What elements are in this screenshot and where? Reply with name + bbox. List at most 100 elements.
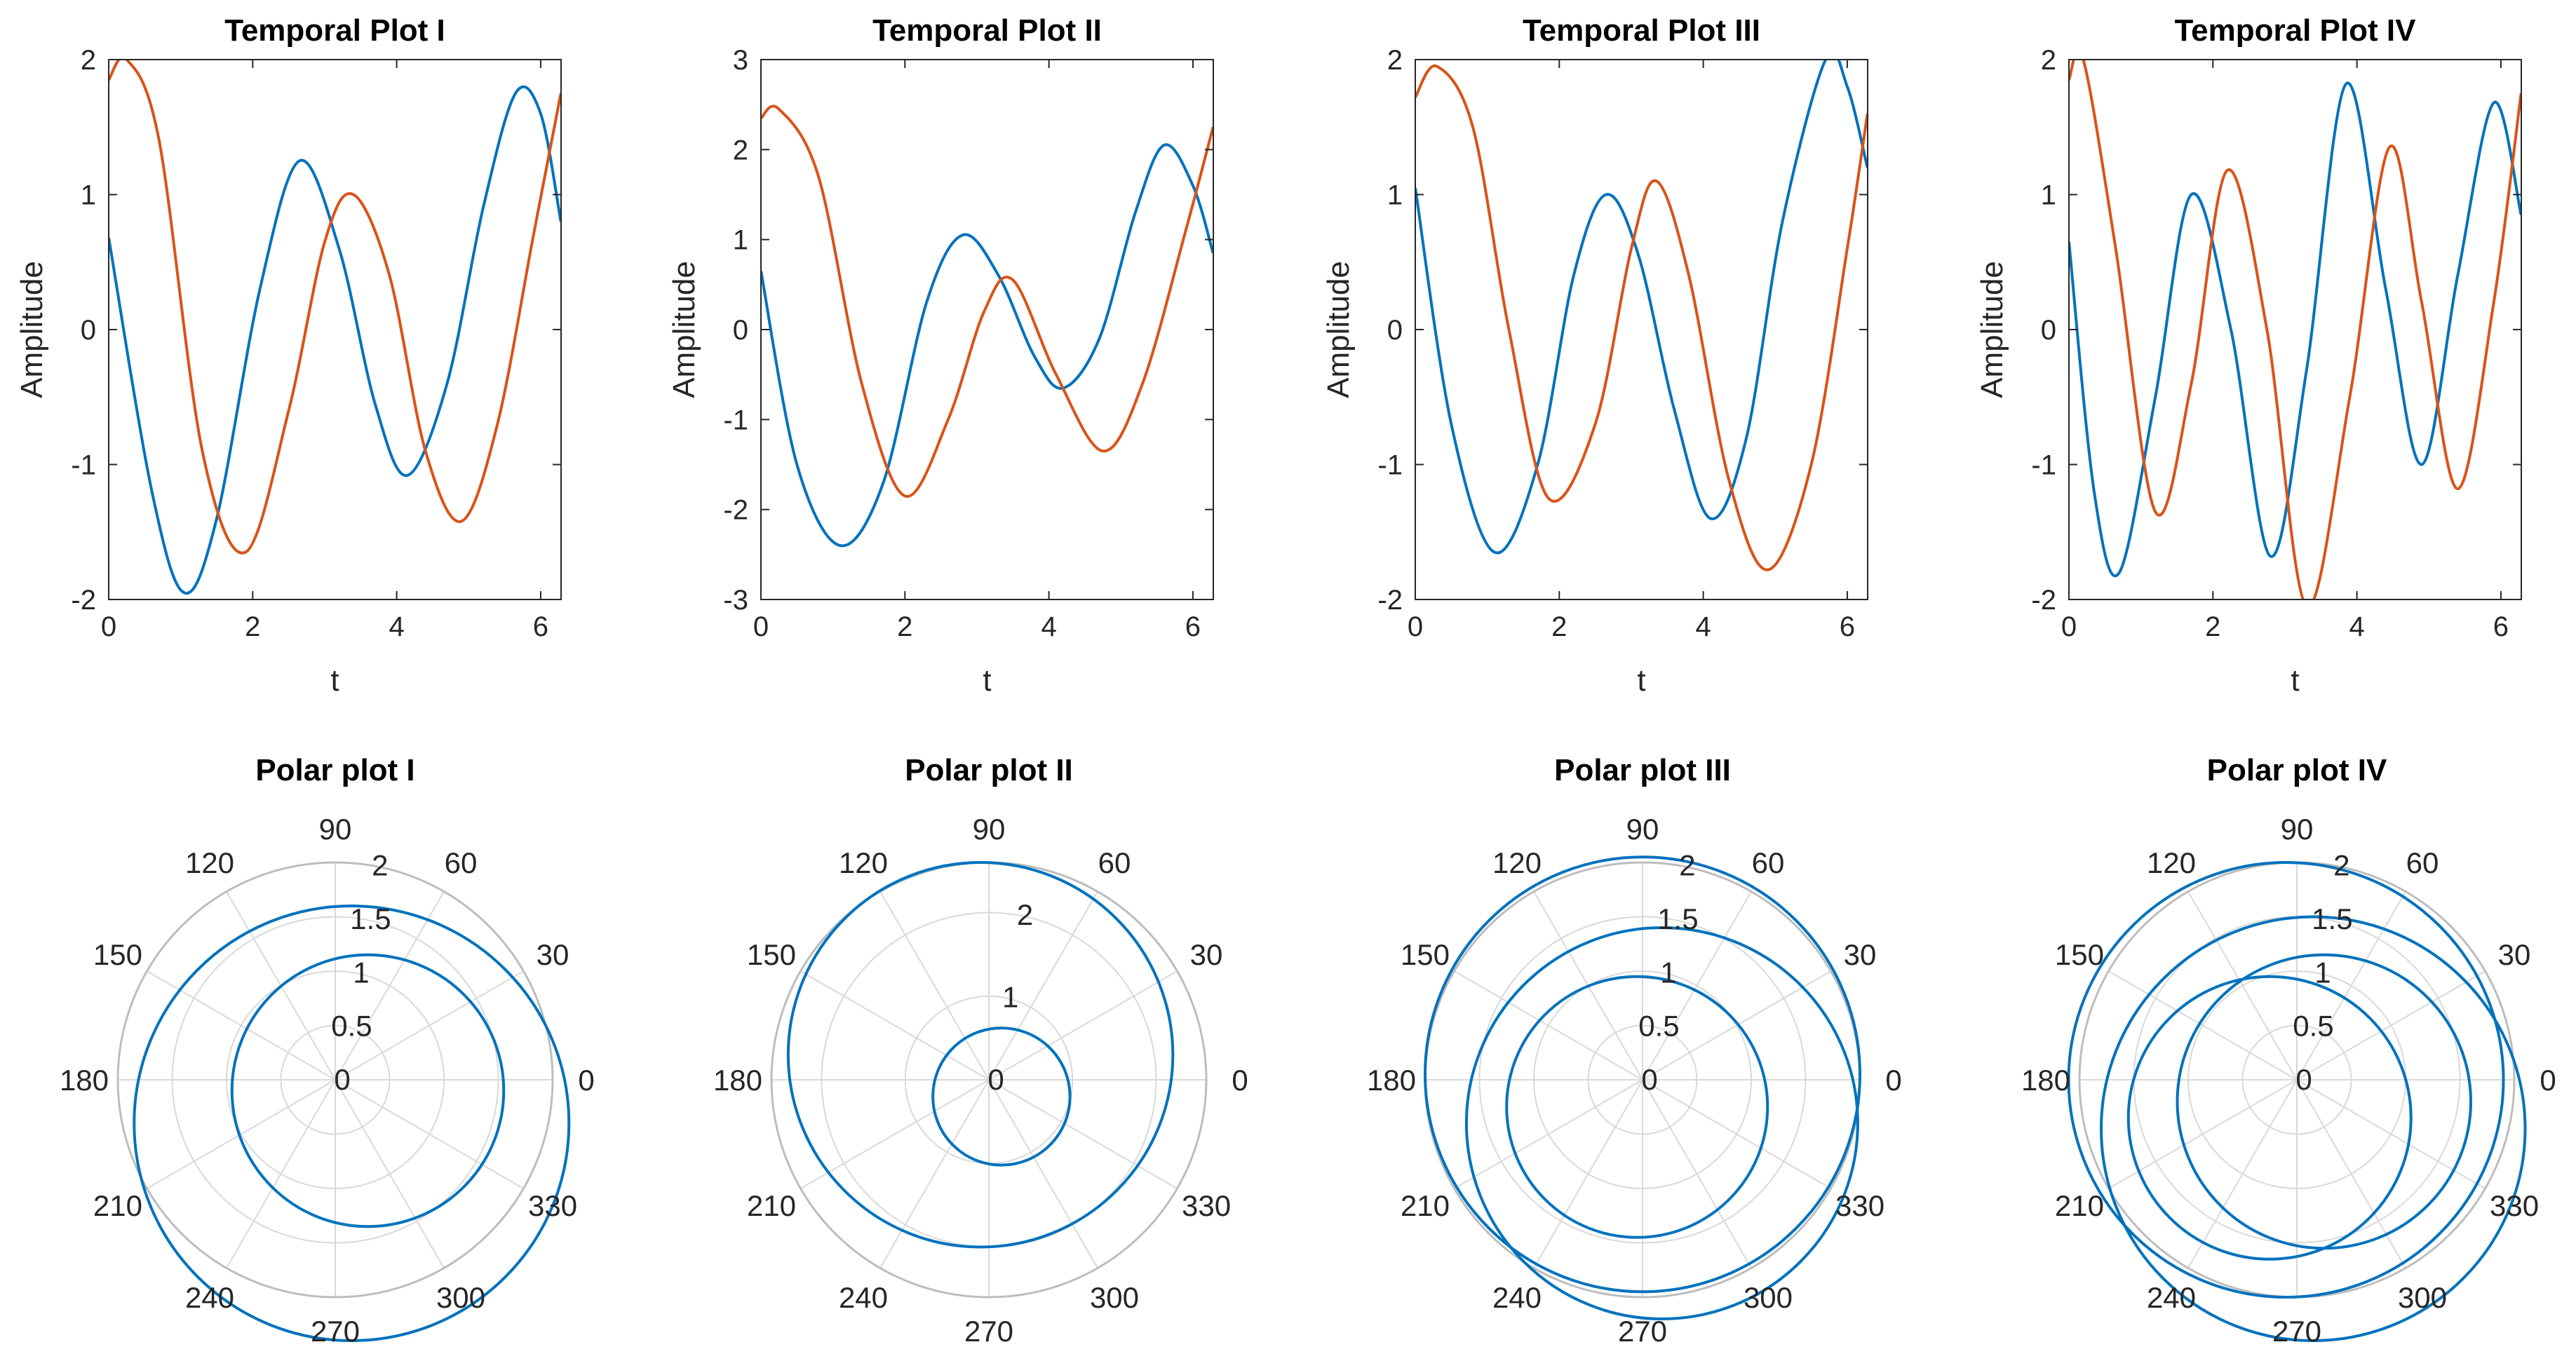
polar-theta-label: 240 (2147, 1281, 2196, 1314)
polar-plot-1: 0 0.5 1 1.5 2 0 30 60 90 120 150 180 210 240 270 300 330… (60, 753, 595, 1348)
y-tick-label: 1 (81, 180, 96, 211)
polar-spoke (879, 891, 990, 1081)
x-tick-label: 4 (1041, 611, 1056, 642)
polar-theta-label: 270 (2272, 1315, 2321, 1348)
polar-theta-label: 300 (1744, 1281, 1793, 1314)
polar-theta-label: 30 (537, 938, 569, 971)
polar-theta-label: 330 (528, 1189, 577, 1222)
y-tick-label: 1 (733, 225, 748, 256)
plot-title: Polar plot IV (2207, 753, 2387, 787)
polar-theta-label: 270 (1618, 1315, 1667, 1348)
temporal-plot-4: 0 2 4 6 -2 -1 0 1 2 Temporal Plot IV t Amplitude (1975, 13, 2522, 698)
polar-theta-label: 30 (2498, 938, 2531, 971)
polar-theta-label: 180 (713, 1064, 762, 1097)
polar-r-tick-label: 0 (987, 1063, 1004, 1096)
polar-theta-label: 30 (1844, 938, 1877, 971)
x-tick-label: 6 (1840, 611, 1855, 642)
polar-ring (1478, 916, 1807, 1244)
polar-spoke (988, 970, 1178, 1081)
polar-theta-label: 240 (185, 1281, 234, 1314)
polar-r-tick-label: 1 (2314, 956, 2331, 989)
polar-r-tick-label: 0.5 (1638, 1010, 1679, 1043)
polar-r-tick-label: 1.5 (1657, 902, 1698, 935)
polar-theta-label: 120 (839, 846, 888, 879)
plot-title: Polar plot II (905, 753, 1073, 787)
polar-theta-label: 300 (436, 1281, 485, 1314)
polar-ring (1533, 970, 1752, 1189)
polar-theta-label: 150 (93, 938, 142, 971)
polar-spoke (988, 1079, 1098, 1268)
y-tick-label: -2 (2031, 585, 2056, 616)
polar-theta-label: 150 (2055, 938, 2104, 971)
polar-theta-label: 330 (1835, 1189, 1884, 1222)
series-line-2 (2069, 60, 2521, 600)
polar-ring (171, 916, 499, 1244)
x-axis-label: t (983, 663, 991, 698)
polar-curve-4 (2126, 975, 2413, 1261)
y-tick-label: 0 (1387, 315, 1403, 346)
y-tick-label: 2 (1387, 45, 1403, 76)
plot-title: Polar plot III (1554, 753, 1731, 787)
polar-plot-3: 0 0.5 1 1.5 2 0 30 60 90 120 150 180 210 240 270 300 330… (1367, 753, 1902, 1348)
x-axis-label: t (330, 663, 339, 698)
series-line-2 (761, 104, 1213, 498)
y-tick-label: -1 (2031, 450, 2056, 481)
polar-spoke (800, 970, 990, 1081)
polar-r-tick-label: 0 (1641, 1063, 1657, 1096)
polar-theta-label: 240 (1492, 1281, 1542, 1314)
x-tick-label: 0 (753, 611, 769, 642)
polar-r-tick-label: 2 (1017, 898, 1033, 931)
polar-theta-label: 210 (747, 1189, 796, 1222)
y-tick-label: 2 (2041, 45, 2056, 76)
polar-curve-1 (1424, 855, 1861, 1294)
axes-box (108, 59, 562, 600)
polar-theta-label: 300 (1090, 1281, 1139, 1314)
polar-theta-label: 0 (578, 1064, 594, 1097)
plot-title: Polar plot I (255, 753, 414, 787)
series-line-2 (109, 60, 561, 555)
polar-theta-label: 90 (1626, 813, 1659, 846)
polar-theta-label: 150 (747, 938, 796, 971)
y-tick-label: 0 (2041, 315, 2056, 346)
polar-ring (226, 970, 445, 1189)
temporal-plot-3: 0 2 4 6 -2 -1 0 1 2 Temporal Plot III t Amplitude (1321, 13, 1868, 698)
polar-r-tick-label: 2 (1679, 849, 1695, 882)
x-tick-label: 4 (1695, 611, 1711, 642)
x-tick-label: 2 (1551, 611, 1567, 642)
polar-curve-2 (1464, 926, 1859, 1320)
polar-curve-1 (133, 905, 571, 1342)
polar-spoke (988, 891, 1098, 1081)
plot-title: Temporal Plot IV (2175, 13, 2417, 48)
polar-outer-ring (116, 861, 554, 1299)
polar-curve-1 (786, 861, 1175, 1249)
y-axis-label: Amplitude (1975, 261, 2009, 398)
polar-theta-label: 30 (1190, 938, 1223, 971)
x-tick-label: 6 (533, 611, 548, 642)
series-line-1 (2069, 81, 2521, 578)
polar-curve-3 (1505, 975, 1769, 1239)
y-axis-label: Amplitude (1321, 261, 1356, 398)
y-tick-label: 1 (1387, 180, 1403, 211)
polar-ring (2241, 1024, 2352, 1135)
y-tick-label: 3 (733, 45, 748, 76)
polar-r-tick-label: 2 (2333, 849, 2349, 882)
polar-curve-1 (2067, 861, 2505, 1299)
polar-theta-label: 60 (2406, 846, 2439, 879)
polar-r-tick-label: 0 (2295, 1063, 2312, 1096)
series-line-1 (109, 85, 561, 595)
polar-curve-2 (2100, 915, 2527, 1342)
x-tick-label: 0 (1408, 611, 1423, 642)
series-line-2 (1415, 65, 1868, 571)
polar-theta-label: 0 (1232, 1064, 1248, 1097)
x-tick-label: 6 (1185, 611, 1201, 642)
plot-title: Temporal Plot III (1523, 13, 1760, 48)
polar-theta-label: 210 (93, 1189, 142, 1222)
polar-theta-label: 150 (1401, 938, 1450, 971)
x-tick-label: 2 (245, 611, 260, 642)
polar-ring (280, 1024, 391, 1135)
y-tick-label: 2 (81, 45, 96, 76)
polar-r-tick-label: 0 (334, 1063, 350, 1096)
y-tick-label: -1 (1377, 450, 1403, 481)
polar-r-tick-label: 1 (1002, 981, 1018, 1014)
